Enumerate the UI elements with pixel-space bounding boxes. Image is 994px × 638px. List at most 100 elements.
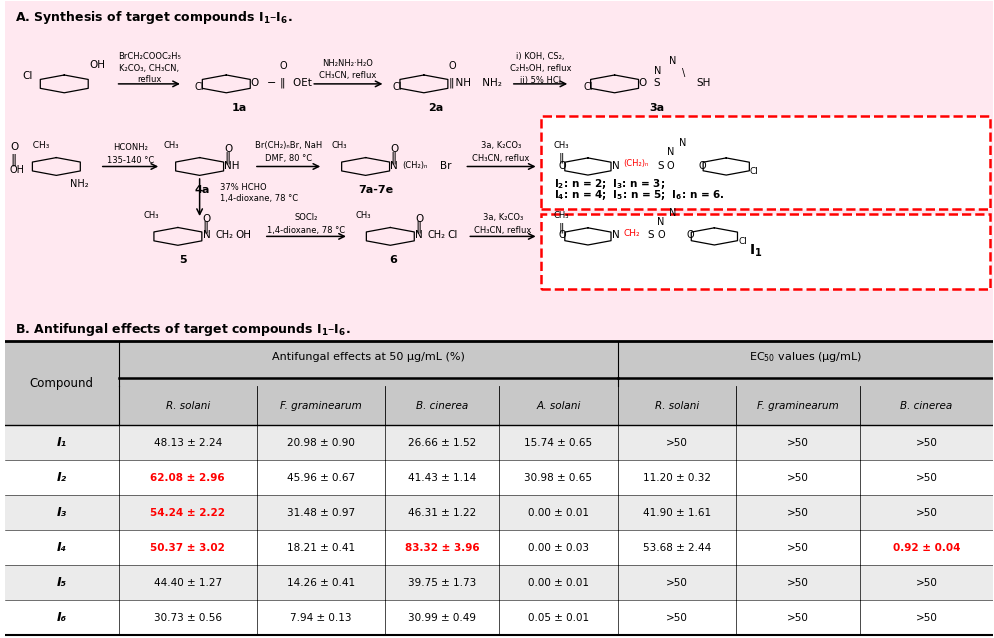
Text: Antifungal effects at 50 μg/mL (%): Antifungal effects at 50 μg/mL (%) [271, 352, 464, 362]
Text: 26.66 ± 1.52: 26.66 ± 1.52 [408, 438, 476, 448]
Text: 135-140 °C: 135-140 °C [106, 156, 154, 165]
Bar [5, 565, 992, 600]
Text: ‖: ‖ [414, 221, 420, 234]
Text: 0.92 ± 0.04: 0.92 ± 0.04 [892, 543, 959, 553]
Text: O: O [203, 214, 211, 224]
Text: 0.00 ± 0.01: 0.00 ± 0.01 [527, 578, 588, 588]
Text: 0.00 ± 0.01: 0.00 ± 0.01 [527, 508, 588, 518]
Text: OH: OH [88, 60, 104, 70]
Text: −: − [266, 78, 276, 88]
Text: >50: >50 [786, 612, 808, 623]
Text: OH: OH [10, 165, 25, 175]
Text: CH₃: CH₃ [553, 142, 569, 151]
Text: >50: >50 [786, 508, 808, 518]
Text: BrCH₂COOC₂H₅: BrCH₂COOC₂H₅ [117, 52, 181, 61]
Text: >50: >50 [914, 473, 936, 483]
Text: N: N [611, 230, 618, 241]
Text: O: O [10, 142, 18, 152]
Text: Compound: Compound [30, 377, 93, 390]
Text: $\mathbf{I_2}$: n = 2;  $\mathbf{I_3}$: n = 3;: $\mathbf{I_2}$: n = 2; $\mathbf{I_3}$: n… [554, 177, 665, 191]
Text: $\mathbf{I_4}$: n = 4;  $\mathbf{I_5}$: n = 5;  $\mathbf{I_6}$: n = 6.: $\mathbf{I_4}$: n = 4; $\mathbf{I_5}$: n… [554, 188, 724, 202]
Text: 20.98 ± 0.90: 20.98 ± 0.90 [287, 438, 355, 448]
Text: B. Antifungal effects of target compounds $\mathbf{I_1}$–$\mathbf{I_6}$.: B. Antifungal effects of target compound… [15, 321, 350, 338]
Bar [5, 530, 992, 565]
Text: >50: >50 [914, 612, 936, 623]
Text: 30.99 ± 0.49: 30.99 ± 0.49 [408, 612, 476, 623]
Text: ‖: ‖ [558, 222, 564, 233]
Text: >50: >50 [786, 473, 808, 483]
Text: 3a, K₂CO₃: 3a, K₂CO₃ [480, 142, 521, 151]
Text: N: N [203, 230, 210, 241]
Bar [5, 426, 992, 461]
Text: >50: >50 [665, 438, 687, 448]
Text: N: N [668, 207, 676, 218]
Text: B. cinerea: B. cinerea [415, 401, 468, 411]
Text: 15.74 ± 0.65: 15.74 ± 0.65 [524, 438, 591, 448]
Text: 30.98 ± 0.65: 30.98 ± 0.65 [524, 473, 591, 483]
Text: 14.26 ± 0.41: 14.26 ± 0.41 [287, 578, 355, 588]
Text: (CH₂)ₙ: (CH₂)ₙ [402, 161, 427, 170]
Text: CH₂: CH₂ [623, 228, 639, 238]
Text: O: O [224, 144, 233, 154]
Text: 0.05 ± 0.01: 0.05 ± 0.01 [527, 612, 588, 623]
Text: O: O [414, 214, 422, 224]
Text: 0.00 ± 0.03: 0.00 ± 0.03 [527, 543, 588, 553]
Text: 45.96 ± 0.67: 45.96 ± 0.67 [287, 473, 355, 483]
Text: ‖: ‖ [224, 151, 231, 164]
Text: >50: >50 [786, 543, 808, 553]
Text: NH₂: NH₂ [479, 78, 502, 88]
Text: HCONH₂: HCONH₂ [113, 143, 148, 152]
Text: I₄: I₄ [57, 541, 67, 554]
Text: S: S [652, 78, 659, 88]
Text: SH: SH [696, 78, 711, 88]
Text: O: O [249, 78, 258, 88]
Text: K₂CO₃, CH₃CN,: K₂CO₃, CH₃CN, [119, 64, 179, 73]
Text: 3a, K₂CO₃: 3a, K₂CO₃ [482, 213, 523, 222]
Text: 3a: 3a [649, 103, 664, 113]
Text: I₃: I₃ [57, 507, 67, 519]
Text: O: O [656, 230, 664, 241]
Text: Br: Br [439, 161, 450, 170]
Text: NH: NH [224, 161, 240, 170]
Bar [5, 386, 992, 426]
Text: A. solani: A. solani [536, 401, 580, 411]
Text: O: O [558, 161, 566, 170]
Text: Cl: Cl [392, 82, 402, 92]
Text: 1,4-dioxane, 78 °C: 1,4-dioxane, 78 °C [220, 194, 298, 203]
Text: >50: >50 [665, 578, 687, 588]
Text: >50: >50 [914, 508, 936, 518]
Text: 1,4-dioxane, 78 °C: 1,4-dioxane, 78 °C [267, 226, 345, 235]
Text: SOCl₂: SOCl₂ [294, 213, 318, 222]
Text: A. Synthesis of target compounds $\mathbf{I_1}$–$\mathbf{I_6}$.: A. Synthesis of target compounds $\mathb… [15, 9, 292, 26]
Text: 50.37 ± 3.02: 50.37 ± 3.02 [150, 543, 225, 553]
Text: NH: NH [448, 78, 470, 88]
Text: 7.94 ± 0.13: 7.94 ± 0.13 [290, 612, 352, 623]
Text: R. solani: R. solani [165, 401, 210, 411]
FancyBboxPatch shape [541, 115, 989, 209]
Text: N: N [668, 56, 676, 66]
Text: 41.90 ± 1.61: 41.90 ± 1.61 [642, 508, 710, 518]
Text: I₆: I₆ [57, 611, 67, 624]
Text: >50: >50 [665, 612, 687, 623]
Bar [5, 341, 992, 386]
Text: 4a: 4a [195, 185, 210, 195]
Text: ‖: ‖ [279, 78, 285, 88]
Text: B. cinerea: B. cinerea [900, 401, 951, 411]
Text: ‖: ‖ [10, 154, 16, 167]
Text: 1a: 1a [232, 103, 247, 113]
FancyBboxPatch shape [541, 214, 989, 289]
Text: N: N [678, 138, 686, 147]
Text: 54.24 ± 2.22: 54.24 ± 2.22 [150, 508, 225, 518]
Text: ‖: ‖ [448, 78, 453, 88]
Text: N: N [656, 217, 664, 227]
Text: Cl: Cl [738, 237, 746, 246]
Text: O: O [698, 161, 706, 170]
Text: NH₂: NH₂ [71, 179, 88, 189]
Text: 53.68 ± 2.44: 53.68 ± 2.44 [642, 543, 711, 553]
Text: Cl: Cl [23, 71, 33, 81]
Text: CH₃: CH₃ [356, 211, 371, 220]
Text: >50: >50 [786, 578, 808, 588]
Text: I₅: I₅ [57, 576, 67, 590]
Text: 7a-7e: 7a-7e [358, 185, 393, 195]
Text: N: N [390, 161, 398, 170]
